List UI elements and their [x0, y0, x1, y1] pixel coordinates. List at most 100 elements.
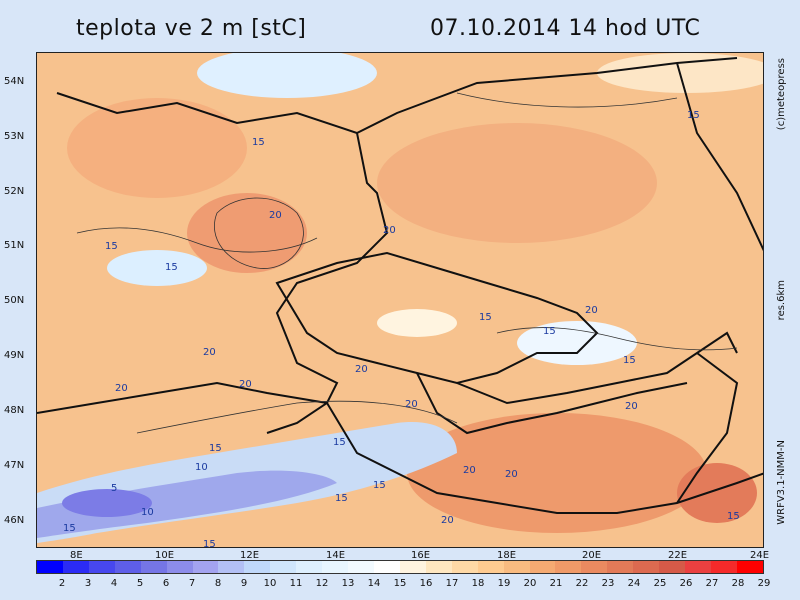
contour-label: 20	[355, 364, 368, 375]
contour-label: 15	[209, 443, 222, 454]
legend-value: 25	[653, 578, 667, 589]
legend-value: 21	[549, 578, 563, 589]
legend-swatch	[633, 561, 660, 573]
contour-label: 5	[111, 483, 117, 494]
legend-value: 27	[705, 578, 719, 589]
legend-swatch	[477, 561, 504, 573]
lon-label-20e: 20E	[582, 550, 602, 561]
contour-label: 15	[335, 493, 348, 504]
legend-swatch	[166, 561, 193, 573]
legend-value: 17	[445, 578, 459, 589]
lon-label-12e: 12E	[240, 550, 260, 561]
legend-value: 9	[240, 578, 248, 589]
lon-label-14e: 14E	[326, 550, 346, 561]
legend-swatch	[244, 561, 271, 573]
temperature-map: 15 15 20 15 15 20 20 15 15 20 15 20 20 2…	[36, 52, 764, 548]
legend-value: 28	[731, 578, 745, 589]
border-switzerland-austria	[37, 381, 328, 414]
legend-swatch	[62, 561, 89, 573]
color-legend-bar	[36, 560, 764, 574]
contour-label: 10	[141, 507, 154, 518]
lat-label-48: 48N	[4, 405, 25, 416]
border-southern	[326, 402, 763, 514]
lat-label-54: 54N	[4, 76, 25, 87]
contour-label: 15	[687, 110, 700, 121]
warm-area-hungary	[407, 413, 707, 533]
cool-area-moravia	[377, 309, 457, 337]
credit-label: (c)meteopress	[776, 58, 787, 131]
legend-value: 4	[110, 578, 118, 589]
warm-area-poland	[377, 123, 657, 243]
legend-value: 11	[289, 578, 303, 589]
legend-swatch	[503, 561, 530, 573]
lon-label-16e: 16E	[411, 550, 431, 561]
contour-label: 20	[269, 210, 282, 221]
contour-label: 15	[165, 262, 178, 273]
contour-line	[136, 400, 458, 434]
legend-value: 6	[162, 578, 170, 589]
contour-label: 20	[115, 383, 128, 394]
legend-swatch	[88, 561, 115, 573]
contour-label: 20	[463, 465, 476, 476]
legend-value: 14	[367, 578, 381, 589]
contour-line	[76, 227, 318, 253]
legend-value: 2	[58, 578, 66, 589]
contour-label: 15	[63, 523, 76, 534]
legend-swatch	[607, 561, 634, 573]
legend-value: 10	[263, 578, 277, 589]
legend-swatch	[114, 561, 141, 573]
legend-swatch	[451, 561, 478, 573]
legend-value: 23	[601, 578, 615, 589]
cool-area-west	[107, 250, 207, 286]
legend-value: 18	[471, 578, 485, 589]
contour-label: 10	[195, 462, 208, 473]
legend-swatch	[192, 561, 219, 573]
lat-label-53: 53N	[4, 131, 25, 142]
lon-label-22e: 22E	[668, 550, 688, 561]
map-svg: 15 15 20 15 15 20 20 15 15 20 15 20 20 2…	[37, 53, 763, 547]
contour-label: 20	[441, 515, 454, 526]
resolution-label: res.6km	[776, 280, 787, 321]
lat-label-52: 52N	[4, 186, 25, 197]
contour-label: 20	[383, 225, 396, 236]
legend-value: 13	[341, 578, 355, 589]
contour-label: 20	[203, 347, 216, 358]
legend-swatch	[710, 561, 737, 573]
contour-line	[214, 197, 304, 269]
legend-swatch	[425, 561, 452, 573]
lon-label-10e: 10E	[155, 550, 175, 561]
contour-label: 15	[252, 137, 265, 148]
lat-label-50: 50N	[4, 295, 25, 306]
cool-area-baltic	[197, 53, 377, 98]
legend-value: 15	[393, 578, 407, 589]
legend-value: 3	[84, 578, 92, 589]
alps-very-cold	[37, 470, 337, 538]
lat-label-49: 49N	[4, 350, 25, 361]
map-title: teplota ve 2 m [stC]	[76, 16, 307, 41]
contour-label: 20	[405, 399, 418, 410]
legend-swatch	[373, 561, 400, 573]
legend-value: 5	[136, 578, 144, 589]
border-slovakia	[456, 331, 738, 405]
map-datetime: 07.10.2014 14 hod UTC	[430, 16, 701, 41]
lon-label-24e: 24E	[750, 550, 770, 561]
border-poland-east	[676, 62, 763, 252]
legend-swatch	[296, 561, 323, 573]
contour-label: 20	[505, 469, 518, 480]
legend-value: 26	[679, 578, 693, 589]
contour-label: 20	[239, 379, 252, 390]
border-germany-east	[56, 92, 389, 434]
contour-label: 20	[625, 401, 638, 412]
contour-line	[496, 327, 738, 351]
border-baltic-coast	[356, 57, 738, 134]
contour-label: 15	[543, 326, 556, 337]
contour-label: 15	[333, 437, 346, 448]
contour-line	[456, 92, 678, 108]
legend-swatch	[555, 561, 582, 573]
contour-label: 15	[105, 241, 118, 252]
lon-label-8e: 8E	[70, 550, 83, 561]
legend-swatch	[685, 561, 711, 573]
lat-label-46: 46N	[4, 515, 25, 526]
model-label: WRFV3.1-NMM-N	[776, 440, 787, 525]
legend-swatch	[37, 561, 63, 573]
